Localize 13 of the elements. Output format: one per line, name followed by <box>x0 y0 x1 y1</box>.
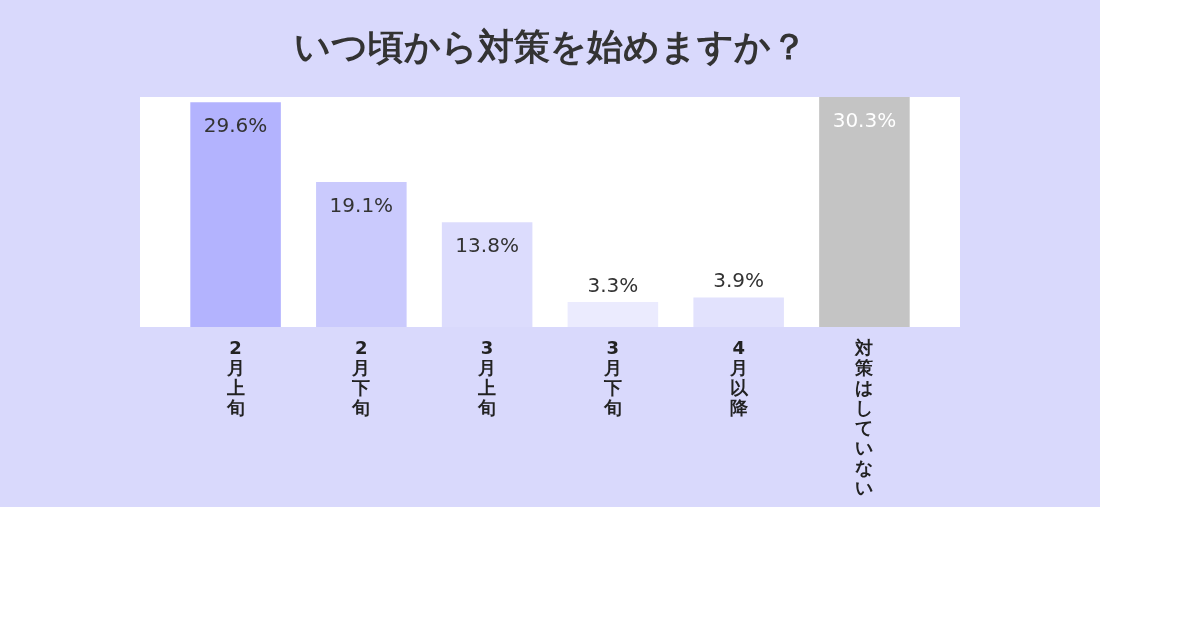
data-label: 3.3% <box>587 272 639 297</box>
x-tick-label: 2月上旬 <box>225 336 245 418</box>
data-label: 30.3% <box>832 108 897 132</box>
data-label: 19.1% <box>329 193 394 218</box>
data-label: 29.6% <box>203 113 268 138</box>
x-tick-label: 4月以降 <box>728 336 749 418</box>
x-tick-label: 3月下旬 <box>602 336 622 418</box>
data-label: 13.8% <box>455 233 519 258</box>
data-label: 3.9% <box>713 268 765 293</box>
x-tick-label: 3月上旬 <box>477 336 497 418</box>
x-tick-label: 対策はしていない <box>854 336 874 498</box>
chart-title: いつ頃から対策を始めますか？ <box>293 26 807 67</box>
x-tick-label: 2月下旬 <box>351 336 371 418</box>
